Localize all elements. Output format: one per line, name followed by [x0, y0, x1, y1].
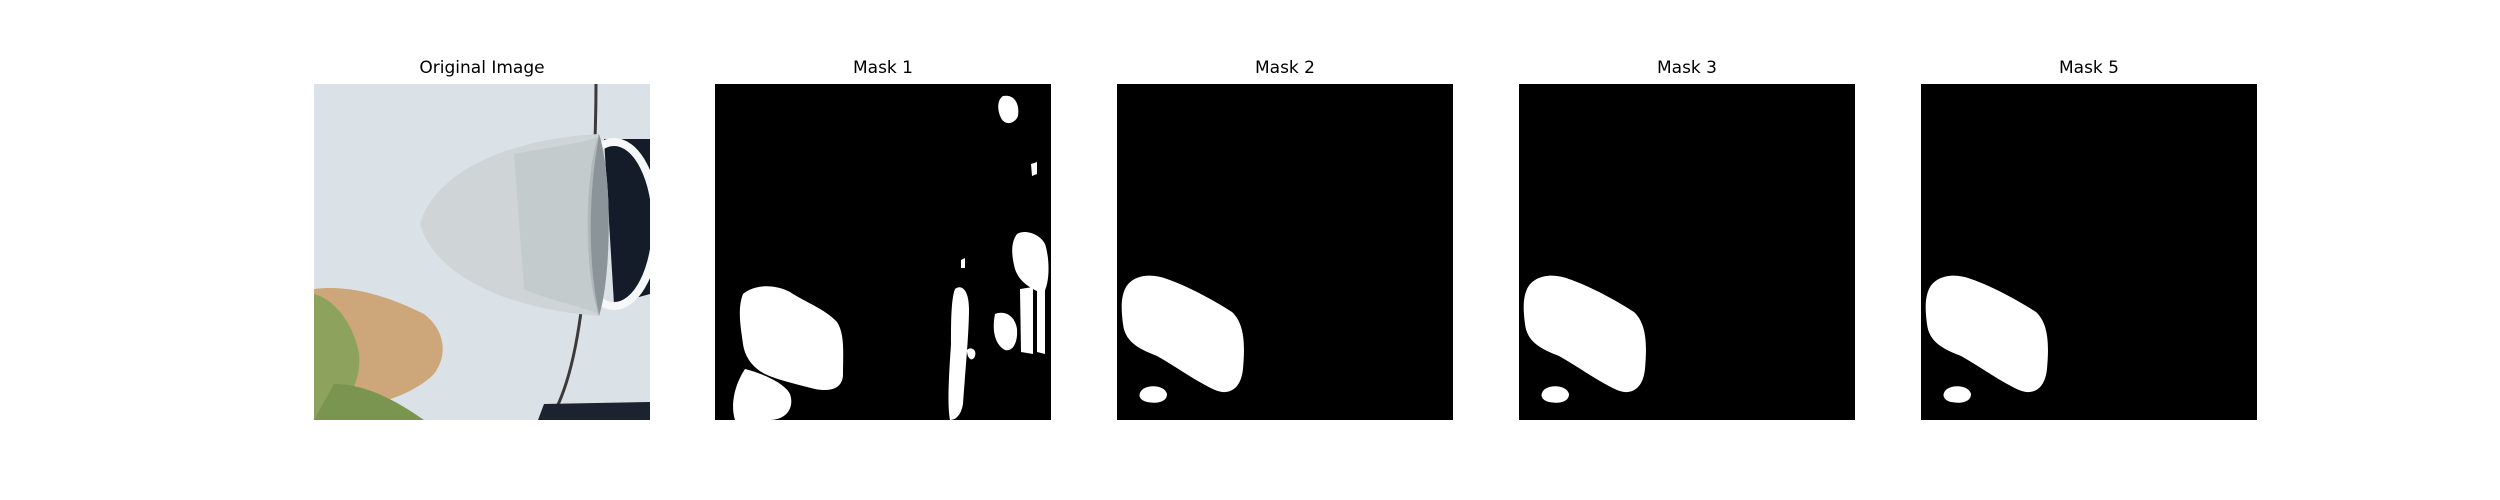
mask-3-image [1519, 84, 1855, 420]
mask-1-image [715, 84, 1051, 420]
mask-5-image [1921, 84, 2257, 420]
panel-title: Original Image [419, 58, 545, 78]
panel-title: Mask 2 [1254, 58, 1315, 78]
original-image [314, 84, 650, 420]
panel-title: Mask 3 [1656, 58, 1717, 78]
panel-title: Mask 5 [2058, 58, 2119, 78]
mask-3-panel: Mask 3 [1519, 58, 1855, 420]
panel-title: Mask 1 [852, 58, 913, 78]
mask-1-panel: Mask 1 [715, 58, 1051, 420]
mask-2-image [1117, 84, 1453, 420]
mask-2-panel: Mask 2 [1117, 58, 1453, 420]
mask-5-panel: Mask 5 [1921, 58, 2257, 420]
original-image-panel: Original Image [314, 58, 650, 420]
